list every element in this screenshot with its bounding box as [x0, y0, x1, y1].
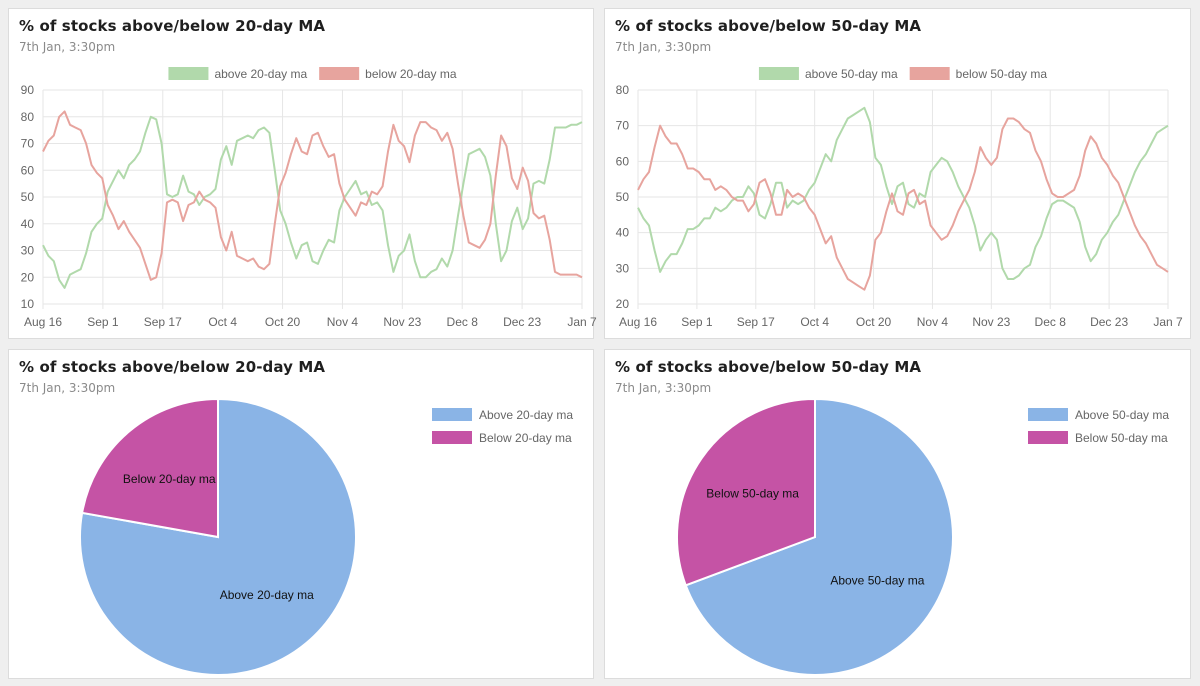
- y-tick-label: 60: [21, 163, 35, 177]
- y-tick-label: 30: [616, 261, 630, 275]
- y-tick-label: 30: [21, 244, 35, 258]
- x-tick-label: Oct 20: [265, 315, 301, 329]
- legend-swatch[interactable]: [168, 67, 209, 80]
- card-title: % of stocks above/below 50-day MA: [615, 358, 922, 376]
- legend-label[interactable]: above 50-day ma: [805, 67, 898, 81]
- y-tick-label: 80: [21, 110, 35, 124]
- card-subtitle: 7th Jan, 3:30pm: [615, 40, 712, 54]
- legend-swatch[interactable]: [1028, 431, 1068, 444]
- y-tick-label: 10: [21, 297, 35, 311]
- legend: above 50-day ma below 50-day ma: [758, 67, 1048, 81]
- series-line-below-50-day-ma[interactable]: [637, 117, 1169, 291]
- card-pie-50-day: % of stocks above/below 50-day MA 7th Ja…: [604, 349, 1191, 679]
- x-tick-label: Sep 17: [144, 315, 182, 329]
- pie-slice-label: Above 20-day ma: [220, 588, 314, 602]
- y-tick-label: 40: [616, 226, 630, 240]
- card-subtitle: 7th Jan, 3:30pm: [615, 381, 712, 395]
- x-tick-label: Nov 23: [383, 315, 421, 329]
- legend-swatch[interactable]: [432, 431, 472, 444]
- x-tick-label: Jan 7: [567, 315, 597, 329]
- legend-label[interactable]: Above 50-day ma: [1075, 408, 1169, 422]
- legend: Above 50-day ma Below 50-day ma: [1028, 408, 1169, 445]
- legend-label[interactable]: Below 50-day ma: [1075, 431, 1168, 445]
- x-tick-label: Aug 16: [24, 315, 62, 329]
- y-tick-label: 70: [21, 137, 35, 151]
- legend-label[interactable]: Below 20-day ma: [479, 431, 572, 445]
- series-line-above-20-day-ma[interactable]: [42, 115, 583, 289]
- line-chart-50-day[interactable]: 20 30 40 50 60 70 80 Aug 16 Sep 1 Sep 17 Oct 4 Oct …: [605, 9, 1192, 340]
- card-subtitle: 7th Jan, 3:30pm: [19, 381, 116, 395]
- y-tick-label: 50: [21, 190, 35, 204]
- x-tick-label: Sep 1: [681, 315, 713, 329]
- x-tick-label: Oct 4: [208, 315, 237, 329]
- card-subtitle: 7th Jan, 3:30pm: [19, 40, 116, 54]
- x-tick-label: Dec 23: [503, 315, 541, 329]
- y-tick-label: 20: [616, 297, 630, 311]
- pie-slice-label: Above 50-day ma: [830, 573, 924, 587]
- card-line-50-day: % of stocks above/below 50-day MA 7th Ja…: [604, 8, 1191, 339]
- x-tick-label: Nov 4: [917, 315, 949, 329]
- card-line-20-day: % of stocks above/below 20-day MA 7th Ja…: [8, 8, 597, 340]
- x-tick-label: Dec 8: [1035, 315, 1067, 329]
- card-title: % of stocks above/below 20-day MA: [19, 17, 326, 35]
- x-tick-label: Nov 23: [972, 315, 1010, 329]
- pie-slice-below-50-day-ma[interactable]: [676, 397, 816, 587]
- x-tick-label: Aug 16: [619, 315, 657, 329]
- pie-slice-above-50-day-ma[interactable]: [684, 397, 954, 676]
- card-title: % of stocks above/below 50-day MA: [615, 17, 922, 35]
- series-line-below-20-day-ma[interactable]: [42, 110, 583, 281]
- card-pie-20-day: % of stocks above/below 20-day MA 7th Ja…: [8, 349, 594, 679]
- x-tick-label: Sep 1: [87, 315, 119, 329]
- x-tick-label: Nov 4: [327, 315, 359, 329]
- x-tick-label: Jan 7: [1153, 315, 1183, 329]
- legend: Above 20-day ma Below 20-day ma: [432, 408, 573, 445]
- legend-swatch[interactable]: [909, 67, 950, 80]
- legend-swatch[interactable]: [1028, 408, 1068, 421]
- pie-slice-label: Below 50-day ma: [706, 487, 799, 501]
- legend-swatch[interactable]: [319, 67, 360, 80]
- card-title: % of stocks above/below 20-day MA: [19, 358, 326, 376]
- y-tick-label: 80: [616, 83, 630, 97]
- legend-swatch[interactable]: [432, 408, 472, 421]
- y-tick-label: 20: [21, 270, 35, 284]
- x-tick-label: Dec 23: [1090, 315, 1128, 329]
- legend: above 20-day ma below 20-day ma: [168, 67, 457, 81]
- x-tick-label: Oct 4: [800, 315, 829, 329]
- legend-label[interactable]: above 20-day ma: [214, 67, 307, 81]
- y-tick-label: 90: [21, 83, 35, 97]
- legend-label[interactable]: below 50-day ma: [956, 67, 1048, 81]
- pie-slice-below-20-day-ma[interactable]: [80, 397, 219, 539]
- line-chart-20-day[interactable]: 10 20 30 40 50 60 70 80 90 Aug 16 Sep 1 Sep 17 Oct 4…: [9, 9, 597, 340]
- y-tick-label: 40: [21, 217, 35, 231]
- y-tick-label: 50: [616, 190, 630, 204]
- y-tick-label: 60: [616, 154, 630, 168]
- series-line-above-50-day-ma[interactable]: [637, 106, 1169, 280]
- legend-label[interactable]: Above 20-day ma: [479, 408, 573, 422]
- y-tick-label: 70: [616, 119, 630, 133]
- x-tick-label: Oct 20: [856, 315, 892, 329]
- legend-label[interactable]: below 20-day ma: [365, 67, 457, 81]
- legend-swatch[interactable]: [758, 67, 799, 80]
- x-tick-label: Sep 17: [737, 315, 775, 329]
- x-tick-label: Dec 8: [447, 315, 479, 329]
- pie-slice-label: Below 20-day ma: [123, 472, 216, 486]
